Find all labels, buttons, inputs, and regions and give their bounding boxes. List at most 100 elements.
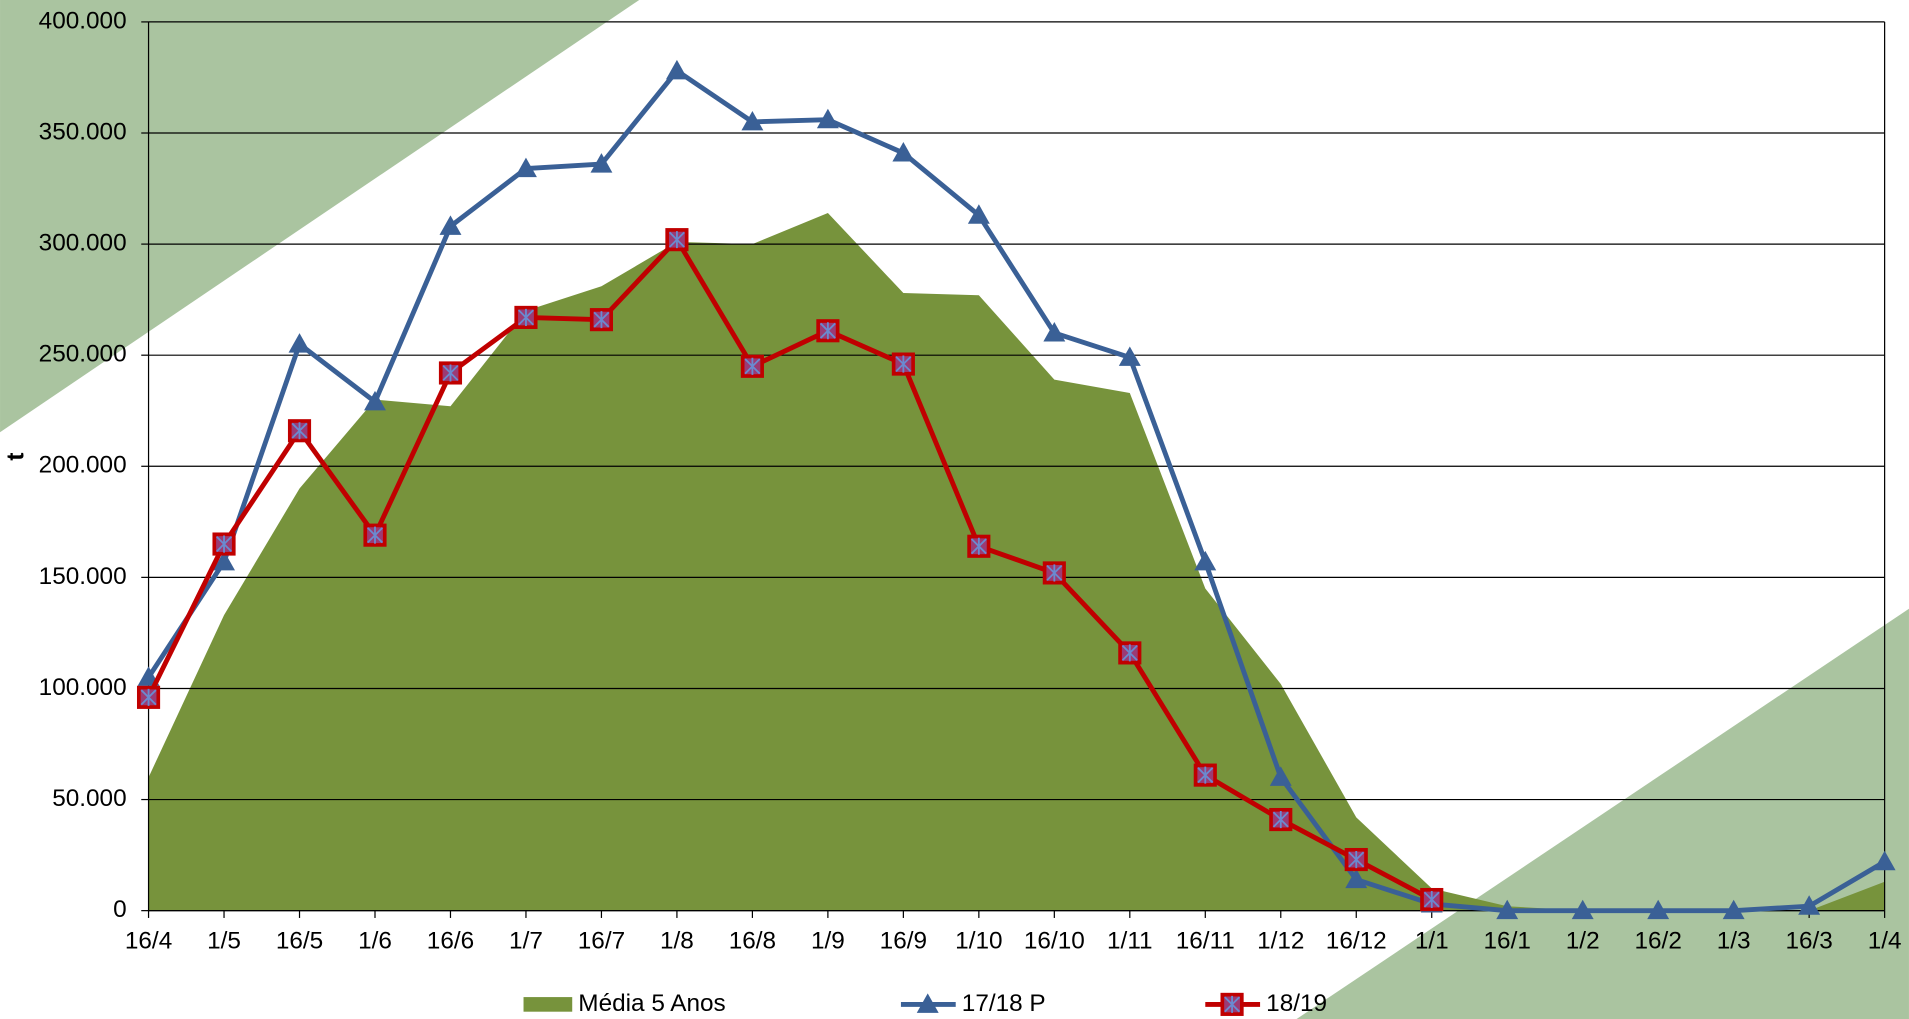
y-tick-label: 200.000 (39, 452, 127, 479)
marker (1345, 868, 1368, 889)
y-tick-label: 100.000 (39, 674, 127, 701)
marker (816, 319, 840, 343)
marker (1496, 899, 1519, 920)
legend-swatch (523, 997, 573, 1012)
marker (213, 550, 235, 571)
x-tick-label: 16/1 (1484, 928, 1531, 955)
marker-cross (216, 535, 232, 553)
marker-cross (593, 311, 610, 329)
marker-cross (1423, 891, 1440, 909)
x-tick-label: 16/6 (427, 928, 474, 955)
x-tick-label: 1/10 (955, 928, 1002, 955)
marker-cross (970, 537, 987, 555)
marker (363, 523, 387, 547)
x-tick-label: 1/11 (1107, 928, 1153, 955)
plot: 0 50.000 100.000 150.000 200.000 250.000 300.0… (39, 7, 1902, 1016)
marker-cross (367, 526, 383, 544)
y-tick-label: 300.000 (39, 230, 127, 257)
legend-label: 18/19 (1266, 990, 1327, 1017)
marker-cross (668, 231, 685, 249)
marker (514, 305, 538, 329)
legend-label: Média 5 Anos (578, 990, 725, 1017)
marker-cross (1197, 766, 1214, 784)
marker (1722, 899, 1745, 920)
marker (967, 204, 990, 224)
marker (916, 993, 939, 1013)
y-tick-label: 350.000 (39, 118, 127, 145)
x-tick-label: 1/3 (1717, 928, 1751, 955)
marker (515, 157, 537, 178)
marker-cross (744, 357, 761, 375)
x-tick-label: 1/5 (207, 928, 241, 955)
marker (1269, 766, 1292, 786)
marker-cross (895, 355, 912, 373)
marker (438, 361, 463, 385)
x-tick-label: 16/4 (125, 928, 172, 955)
y-tick-label: 250.000 (39, 341, 127, 368)
line (146, 68, 1886, 914)
marker (1043, 322, 1066, 342)
marker (1344, 847, 1368, 872)
y-tick-label: 0 (113, 896, 127, 923)
marker (1420, 887, 1444, 912)
marker (287, 419, 312, 443)
x-tick-label: 1/4 (1868, 928, 1902, 955)
x-tick-label: 16/11 (1176, 928, 1235, 955)
y-axis-label: t (2, 452, 29, 460)
x-tick-label: 16/2 (1635, 928, 1682, 955)
marker (136, 685, 161, 709)
marker (740, 354, 764, 378)
marker-cross (291, 422, 308, 440)
marker (892, 142, 915, 162)
marker (741, 110, 764, 131)
marker (364, 390, 386, 411)
marker (1118, 641, 1142, 665)
x-tick-label: 16/9 (880, 928, 927, 955)
marker (665, 59, 688, 80)
line (146, 237, 1433, 902)
x-tick-label: 1/8 (660, 928, 694, 955)
marker-cross (1348, 851, 1365, 869)
marker (590, 153, 613, 173)
x-tick-label: 1/7 (509, 928, 543, 955)
marker (1193, 763, 1217, 787)
marker (891, 352, 915, 376)
x-tick-label: 1/1 (1415, 928, 1449, 955)
marker (589, 308, 614, 332)
x-tick-label: 16/7 (578, 928, 625, 955)
x-tick-label: 16/8 (729, 928, 776, 955)
marker-cross (140, 688, 157, 706)
marker (1118, 346, 1141, 366)
marker-cross (1272, 811, 1289, 829)
marker (1571, 899, 1594, 920)
marker (212, 532, 236, 556)
marker (967, 534, 991, 558)
marker-cross (1046, 564, 1063, 582)
y-tick-label: 150.000 (39, 563, 127, 590)
x-tick-label: 1/9 (811, 928, 845, 955)
marker (1042, 561, 1066, 585)
marker (1194, 550, 1217, 571)
marker (1269, 807, 1293, 832)
marker-cross (1224, 995, 1241, 1013)
x-tick-label: 1/2 (1566, 928, 1600, 955)
legend-label: 17/18 P (962, 990, 1046, 1017)
x-tick-label: 16/5 (276, 928, 323, 955)
marker (1220, 992, 1244, 1016)
marker-cross (442, 364, 459, 382)
background-shape (1296, 608, 1909, 1019)
x-tick-label: 16/3 (1785, 928, 1832, 955)
x-tick-label: 1/6 (358, 928, 392, 955)
marker (1798, 895, 1821, 915)
x-tick-label: 16/12 (1326, 928, 1387, 955)
marker (1647, 899, 1670, 920)
marker-cross (1121, 644, 1138, 662)
y-tick-label: 400.000 (39, 7, 127, 34)
x-tick-label: 16/10 (1024, 928, 1085, 955)
marker-cross (518, 308, 534, 326)
marker (1873, 850, 1896, 871)
x-tick-label: 1/12 (1257, 928, 1304, 955)
y-tick-label: 50.000 (52, 785, 126, 812)
marker (816, 108, 839, 129)
